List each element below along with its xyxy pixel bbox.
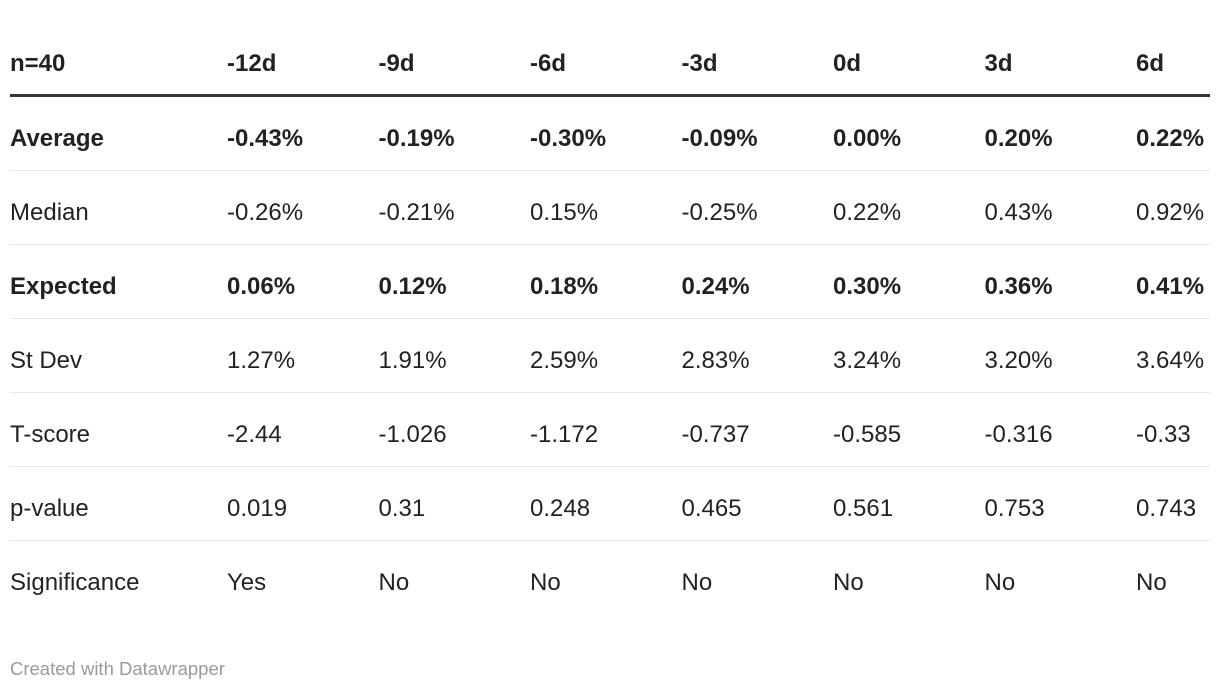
table-cell: -0.21% (378, 170, 530, 245)
table-cell: 0.31 (378, 466, 530, 541)
table-cell: 0.743 (1136, 466, 1210, 541)
table-cell: 2.59% (530, 318, 682, 393)
table-cell: 0.20% (984, 125, 1053, 152)
row-label: Significance (10, 540, 227, 614)
table-cell: No (984, 540, 1136, 614)
table-cell: 0.465 (681, 466, 833, 541)
table-row: Expected 0.06% 0.12% 0.18% 0.24% 0.30% 0.36% 0.… (10, 244, 1210, 319)
table-cell: 0.30% (833, 244, 985, 319)
table-cell: 0.12% (378, 244, 530, 319)
table-cell: 3.24% (833, 318, 985, 393)
table-cell: -0.26% (227, 170, 379, 245)
table-cell: No (833, 540, 985, 614)
row-label: Expected (10, 244, 227, 319)
column-header: 6d (1136, 0, 1210, 97)
column-header: -9d (378, 0, 530, 97)
table-cell: 0.41% (1136, 244, 1210, 319)
table-row: Average -0.43% -0.19% -0.30% -0.09% 0.00% 0.20… (10, 96, 1210, 171)
table-cell: 1.27% (227, 318, 379, 393)
row-label: p-value (10, 466, 227, 541)
table-row: T-score -2.44 -1.026 -1.172 -0.737 -0.585 -0.3… (10, 392, 1210, 467)
table-cell: 0.00% (833, 125, 902, 152)
table-cell: 3.20% (984, 318, 1136, 393)
table-header-row: n=40 -12d -9d -6d -3d 0d 3d 6d (10, 0, 1210, 97)
table-cell: 0.753 (984, 466, 1136, 541)
table-cell: -0.316 (984, 392, 1136, 467)
table-row: p-value 0.019 0.31 0.248 0.465 0.561 0.753 0.74… (10, 466, 1210, 541)
table-cell: -0.25% (681, 170, 833, 245)
datawrapper-attribution-link[interactable]: Created with Datawrapper (10, 658, 225, 679)
stats-table: n=40 -12d -9d -6d -3d 0d 3d 6d Average -0.43% -0.… (10, 0, 1210, 614)
table-cell: Yes (227, 540, 379, 614)
table-cell: No (681, 540, 833, 614)
column-header: -12d (227, 0, 379, 97)
table-cell: 0.019 (227, 466, 379, 541)
row-label: Average (10, 125, 104, 152)
table-cell: No (530, 540, 682, 614)
datawrapper-table-visualization: n=40 -12d -9d -6d -3d 0d 3d 6d Average -0.43% -0.… (10, 0, 1210, 679)
table-body: Average -0.43% -0.19% -0.30% -0.09% 0.00% 0.20… (10, 96, 1210, 614)
column-header: 0d (833, 0, 985, 97)
column-header: -6d (530, 0, 682, 97)
row-label-header: n=40 (10, 0, 227, 97)
table-cell: 0.22% (1136, 125, 1205, 152)
row-label: Median (10, 170, 227, 245)
table-cell: -0.43% (227, 125, 304, 152)
table-cell: 0.36% (984, 244, 1136, 319)
table-cell: -0.30% (530, 125, 607, 152)
table-cell: -2.44 (227, 392, 379, 467)
table-cell: -0.19% (378, 125, 455, 152)
table-cell: 0.06% (227, 244, 379, 319)
table-cell: -1.026 (378, 392, 530, 467)
table-cell: No (1136, 540, 1210, 614)
table-cell: 0.15% (530, 170, 682, 245)
table-cell: -0.737 (681, 392, 833, 467)
table-cell: -1.172 (530, 392, 682, 467)
table-cell: -0.09% (681, 125, 758, 152)
row-label: T-score (10, 392, 227, 467)
table-cell: -0.33 (1136, 392, 1210, 467)
table-cell: 0.22% (833, 170, 985, 245)
table-cell: 2.83% (681, 318, 833, 393)
table-cell: 0.248 (530, 466, 682, 541)
column-header: 3d (984, 0, 1136, 97)
table-cell: -0.585 (833, 392, 985, 467)
column-header: -3d (681, 0, 833, 97)
table-cell: 1.91% (378, 318, 530, 393)
table-cell: No (378, 540, 530, 614)
table-cell: 0.561 (833, 466, 985, 541)
table-row: Median -0.26% -0.21% 0.15% -0.25% 0.22% 0.43% 0… (10, 170, 1210, 245)
table-cell: 0.24% (681, 244, 833, 319)
table-cell: 0.43% (984, 170, 1136, 245)
table-cell: 0.18% (530, 244, 682, 319)
table-row: St Dev 1.27% 1.91% 2.59% 2.83% 3.24% 3.20% 3.64… (10, 318, 1210, 393)
table-cell: 0.92% (1136, 170, 1210, 245)
table-row: Significance Yes No No No No No No (10, 540, 1210, 614)
table-cell: 3.64% (1136, 318, 1210, 393)
row-label: St Dev (10, 318, 227, 393)
